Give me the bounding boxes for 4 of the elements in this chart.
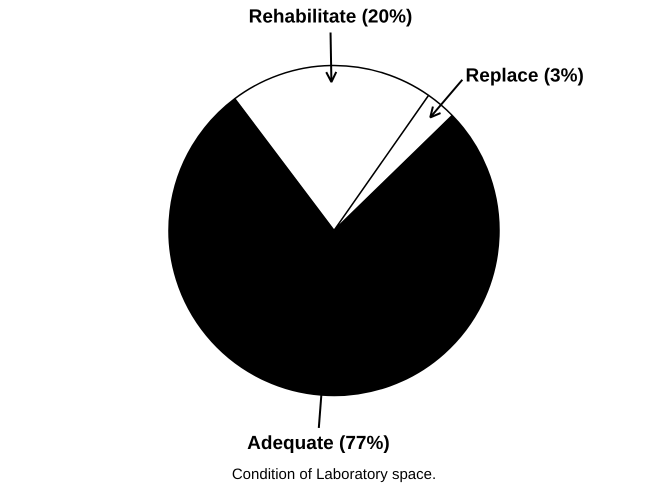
text: Condition of Laboratory space. [232,466,436,483]
slice-label: Replace (3%) [466,65,584,86]
slice-label: Rehabilitate (20%) [248,6,412,28]
slice-label: Adequate (77%) [247,432,390,454]
